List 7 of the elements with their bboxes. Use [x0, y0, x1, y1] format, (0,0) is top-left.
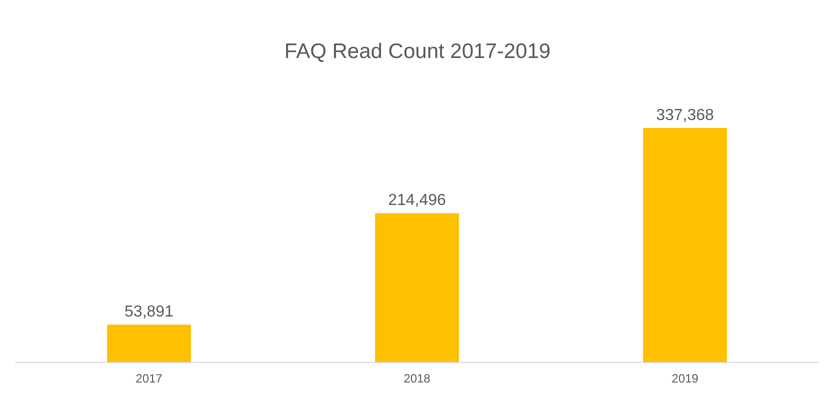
- chart-title: FAQ Read Count 2017-2019: [284, 40, 551, 63]
- x-tick-label: 2019: [672, 372, 699, 386]
- x-tick-label: 2017: [136, 372, 163, 386]
- data-label: 337,368: [656, 107, 714, 124]
- data-label: 53,891: [124, 304, 174, 321]
- data-label: 214,496: [388, 192, 446, 210]
- x-tick-label: 2018: [404, 372, 431, 386]
